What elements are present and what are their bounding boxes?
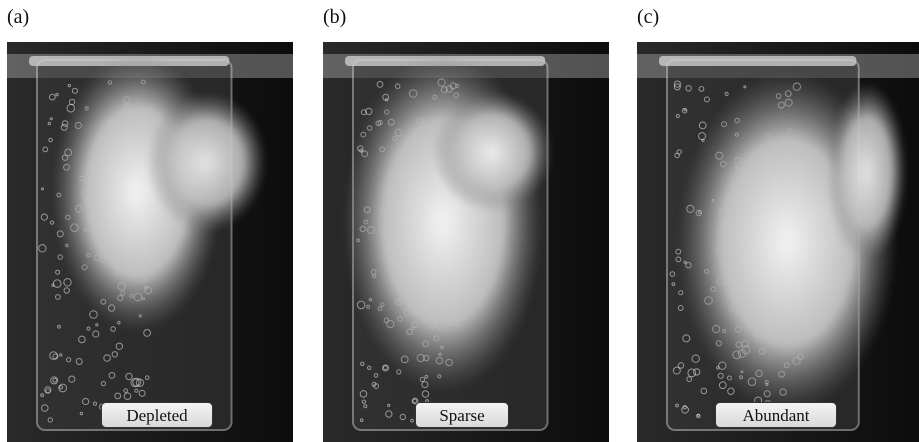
panel-label: (a) bbox=[7, 6, 30, 28]
caption: Depleted bbox=[101, 402, 213, 428]
panel-label: (c) bbox=[637, 6, 660, 28]
caption: Abundant bbox=[715, 402, 837, 428]
photo bbox=[323, 42, 609, 442]
photo bbox=[637, 42, 919, 442]
photo bbox=[7, 42, 293, 442]
panel-label: (b) bbox=[323, 6, 347, 28]
caption: Sparse bbox=[415, 402, 509, 428]
